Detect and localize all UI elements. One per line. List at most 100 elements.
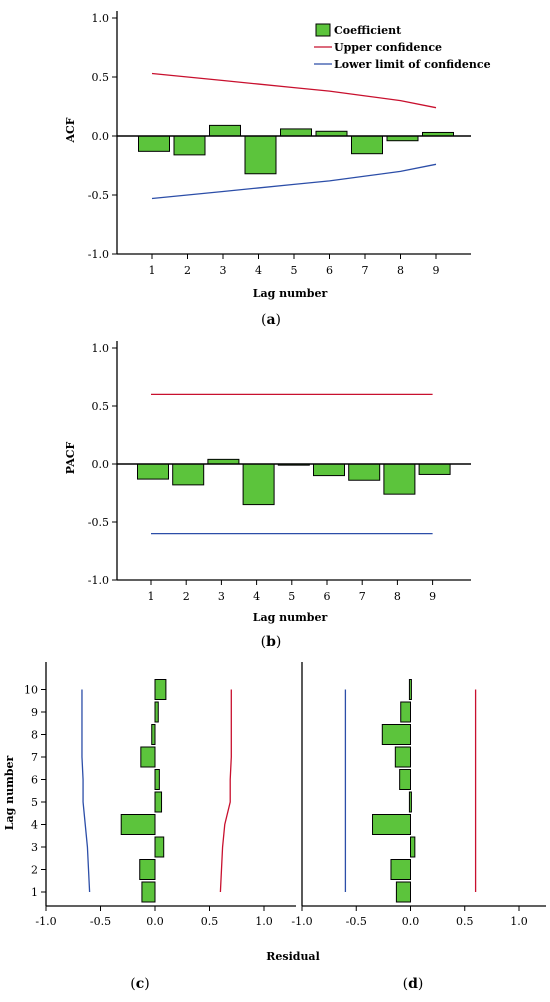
panel-b-bar-lag-1 xyxy=(137,463,169,480)
panel-b-xtick-label: 5 xyxy=(288,590,295,603)
panel-a-bar-lag-8 xyxy=(386,135,419,142)
panel-b-bar-lag-8 xyxy=(383,463,416,495)
panel-b-caption: (b) xyxy=(261,634,282,650)
panel-b-ytick-label: 1.0 xyxy=(92,342,110,355)
panel-a-xlabel: Lag number xyxy=(253,287,328,300)
panel-d-bar-lag-10 xyxy=(408,679,412,700)
panel-d-bar-lag-3 xyxy=(410,836,416,858)
panel-c-bar-lag-9 xyxy=(154,701,159,723)
panel-b-bar-lag-9 xyxy=(418,463,451,475)
panel-a-ytick-label: 0.0 xyxy=(92,130,110,143)
panel-a-xtick-label: 5 xyxy=(291,264,298,277)
panel-c-xtick-label: 0.5 xyxy=(201,915,219,928)
panel-a-bar-lag-7 xyxy=(351,135,383,155)
panel-c-bar-lag-10 xyxy=(154,679,167,700)
panel-b-ytick-label: 0.5 xyxy=(92,400,110,413)
panel-a-caption: (a) xyxy=(261,312,281,328)
panel-b-ytick-label: -0.5 xyxy=(88,516,109,529)
panel-d-bar-lag-9 xyxy=(400,701,411,723)
panel-d-xtick-label: 1.0 xyxy=(510,915,528,928)
panel-c-ytick-label: 4 xyxy=(31,819,38,832)
panel-a-ytick-label: 0.5 xyxy=(92,71,110,84)
panel-b-ylabel: PACF xyxy=(64,442,77,475)
panel-a-bar-lag-4 xyxy=(244,135,277,175)
panel-a-xtick-label: 3 xyxy=(220,264,227,277)
panel-b-bar-lag-6 xyxy=(313,463,345,477)
panel-a-bar-lag-2 xyxy=(173,135,206,156)
panel-d-bar-lag-4 xyxy=(372,814,411,835)
panel-c-bar-lag-7 xyxy=(140,746,156,768)
panel-b-xtick-label: 1 xyxy=(148,590,155,603)
panel-d-xtick-label: -1.0 xyxy=(291,915,312,928)
panel-a-bar-lag-1 xyxy=(138,135,170,152)
panel-c-ytick-label: 8 xyxy=(31,729,38,742)
panel-a-bar-lag-3 xyxy=(209,124,241,137)
legend: Coefficient Upper confidence Lower limit… xyxy=(314,23,491,71)
panel-d-xtick-label: -0.5 xyxy=(346,915,367,928)
panel-a-lower-confidence-line xyxy=(151,163,437,200)
panel-c-xlabel: Residual xyxy=(266,950,320,963)
panel-a-xtick-label: 4 xyxy=(255,264,262,277)
panel-d-bar-lag-2 xyxy=(390,859,412,880)
panel-c-upper-confidence-line xyxy=(219,689,232,893)
panel-c-ytick-label: 7 xyxy=(31,751,38,764)
panel-a-upper-confidence-line xyxy=(151,72,437,109)
panel-d-bar-lag-6 xyxy=(399,769,411,790)
panel-c-ytick-label: 10 xyxy=(24,684,38,697)
panel-c-bar-lag-1 xyxy=(141,881,156,903)
panel-d-bar-lag-1 xyxy=(395,881,411,903)
panel-b-xlabel: Lag number xyxy=(253,611,328,624)
panel-c-bar-lag-4 xyxy=(120,814,156,835)
panel-c-ytick-label: 6 xyxy=(31,774,38,787)
panel-b-bar-lag-7 xyxy=(348,463,381,481)
panel-a-xtick-label: 2 xyxy=(184,264,191,277)
panel-a-acf: ACF Lag number (a) Coefficient Upper con… xyxy=(64,11,491,328)
panel-a-xtick-label: 7 xyxy=(362,264,369,277)
panel-a-ytick-label: -1.0 xyxy=(88,248,109,261)
panel-a-xtick-label: 8 xyxy=(397,264,404,277)
panel-b-xtick-label: 7 xyxy=(359,590,366,603)
legend-coefficient-swatch xyxy=(315,23,331,37)
panel-c-xtick-label: -1.0 xyxy=(35,915,56,928)
panel-d-residual: (d) -1.0 -0.5 0.0 0.5 1.0 xyxy=(291,662,546,992)
panel-b-ytick-label: 0.0 xyxy=(92,458,110,471)
panel-b-xtick-label: 9 xyxy=(429,590,436,603)
panel-b-xtick-label: 3 xyxy=(218,590,225,603)
panel-a-bar-lag-6 xyxy=(315,130,348,137)
panel-c-xtick-label: 1.0 xyxy=(255,915,273,928)
panel-c-bar-lag-3 xyxy=(154,836,165,858)
panel-c-xtick-label: -0.5 xyxy=(90,915,111,928)
panel-c-ytick-label: 2 xyxy=(31,864,38,877)
panel-b-bar-lag-2 xyxy=(172,463,205,486)
panel-c-ytick-label: 9 xyxy=(31,706,38,719)
panel-c-caption: (c) xyxy=(130,976,149,992)
panel-c-lower-confidence-line xyxy=(81,689,91,893)
panel-a-bar-lag-5 xyxy=(280,128,312,137)
panel-a-xtick-label: 9 xyxy=(433,264,440,277)
panel-c-residual: Lag number Residual (c) -1.0 -0.5 0.0 0.5 1.… xyxy=(3,662,320,992)
panel-c-bar-lag-2 xyxy=(139,859,156,880)
panel-b-bar-lag-4 xyxy=(242,463,275,506)
legend-lower-label: Lower limit of confidence xyxy=(334,58,491,71)
panel-b-xtick-label: 8 xyxy=(394,590,401,603)
panel-d-xtick-label: 0.0 xyxy=(402,915,420,928)
panel-c-bar-lag-6 xyxy=(154,769,160,790)
panel-d-bar-lag-5 xyxy=(408,791,412,813)
panel-a-xtick-label: 6 xyxy=(326,264,333,277)
panel-a-xtick-label: 1 xyxy=(149,264,156,277)
panel-b-xtick-label: 2 xyxy=(183,590,190,603)
legend-coefficient-label: Coefficient xyxy=(334,24,402,37)
panel-c-bar-lag-8 xyxy=(151,724,156,745)
panel-a-ytick-label: -0.5 xyxy=(88,189,109,202)
panel-d-bar-lag-8 xyxy=(381,724,412,745)
panel-c-ytick-label: 5 xyxy=(31,796,38,809)
legend-upper-label: Upper confidence xyxy=(334,41,442,54)
panel-c-xtick-label: 0.0 xyxy=(146,915,164,928)
panel-c-ytick-label: 3 xyxy=(31,841,38,854)
panel-c-bar-lag-5 xyxy=(154,791,163,813)
panel-b-pacf: PACF Lag number (b) 1.0 0.5 0.0 -0.5 -1.0 1 2 3… xyxy=(64,341,471,650)
panel-c-ytick-label: 1 xyxy=(31,886,38,899)
panel-a-ylabel: ACF xyxy=(64,117,77,143)
panel-d-xtick-label: 0.5 xyxy=(456,915,474,928)
